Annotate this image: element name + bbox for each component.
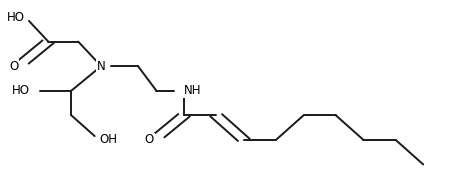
Text: NH: NH: [184, 84, 201, 97]
Text: N: N: [96, 60, 106, 73]
Text: O: O: [9, 60, 18, 73]
Text: HO: HO: [7, 11, 25, 23]
Text: HO: HO: [12, 84, 30, 97]
Text: OH: OH: [99, 133, 117, 146]
Text: O: O: [145, 133, 154, 146]
